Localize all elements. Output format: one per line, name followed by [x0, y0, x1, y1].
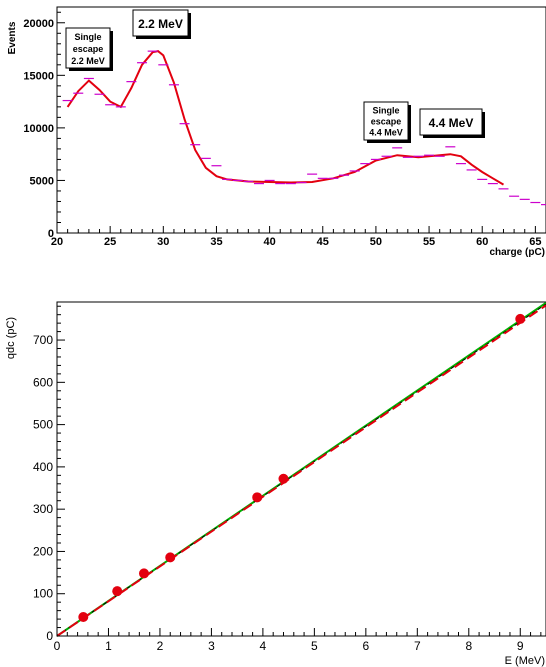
- calibration-ytick-label: 300: [33, 502, 53, 516]
- annotation-text: Single: [74, 32, 101, 42]
- calibration-xtick-label: 2: [157, 639, 164, 653]
- spectrum-xlabel: charge (pC): [489, 247, 545, 258]
- annotation-text: 2.2 MeV: [138, 17, 183, 31]
- annotation-text: escape: [371, 117, 402, 127]
- spectrum-xtick-label: 55: [423, 236, 435, 248]
- spectrum-ytick-label: 20000: [23, 18, 54, 30]
- calibration-xtick-label: 5: [311, 639, 318, 653]
- calibration-ytick-label: 100: [33, 587, 53, 601]
- calibration-chart: 0 1 2 3 4 5 6 7 8 9 0 100 200 300 400 500 600 700 qdc (pC…: [5, 301, 546, 667]
- calibration-point: [252, 492, 263, 503]
- calibration-point: [78, 611, 89, 622]
- spectrum-xtick-label: 35: [210, 236, 222, 248]
- calibration-point: [165, 552, 176, 563]
- calibration-fit-red: [56, 304, 546, 637]
- annotation-box: [363, 101, 409, 141]
- spectrum-ytick-label: 5000: [30, 175, 54, 187]
- calibration-point: [138, 568, 149, 579]
- calibration-xtick-label: 6: [362, 639, 369, 653]
- annotation-text: escape: [73, 44, 104, 54]
- spectrum-ylabel: Events: [7, 21, 18, 54]
- calibration-xtick-label: 3: [208, 639, 215, 653]
- calibration-ylabel: qdc (pC): [5, 317, 17, 359]
- annotation-box: [65, 27, 111, 69]
- calibration-ytick-label: 400: [33, 460, 53, 474]
- spectrum-xtick-label: 20: [51, 236, 63, 248]
- calibration-xtick-label: 0: [54, 639, 61, 653]
- spectrum-xtick-label: 65: [529, 236, 541, 248]
- calibration-point: [278, 473, 289, 484]
- annotation-text: Single: [372, 106, 399, 116]
- calibration-ytick-label: 500: [33, 418, 53, 432]
- annotation-text: 4.4 MeV: [429, 116, 474, 130]
- calibration-xlabel: E (MeV): [505, 655, 545, 667]
- calibration-xtick-label: 8: [465, 639, 472, 653]
- spectrum-xtick-label: 25: [104, 236, 116, 248]
- calibration-ytick-label: 700: [33, 333, 53, 347]
- calibration-xtick-label: 7: [414, 639, 421, 653]
- spectrum-xtick-label: 60: [476, 236, 488, 248]
- spectrum-xtick-label: 30: [157, 236, 169, 248]
- annotation-single-escape-2-2: Single escape 2.2 MeV: [65, 27, 113, 71]
- calibration-point: [515, 313, 526, 324]
- annotation-2-2-mev: 2.2 MeV: [132, 9, 191, 39]
- spectrum-ytick-label: 15000: [23, 70, 54, 82]
- spectrum-xtick-label: 50: [370, 236, 382, 248]
- spectrum-chart: 20 25 30 35 40 45 50 55 60 65 0 5000 10000 15000 20000…: [7, 6, 546, 258]
- annotation-box: [132, 9, 189, 37]
- calibration-ytick-label: 0: [46, 629, 53, 643]
- spectrum-xtick-label: 45: [317, 236, 329, 248]
- calibration-ytick-label: 600: [33, 375, 53, 389]
- calibration-xtick-label: 9: [517, 639, 524, 653]
- calibration-ytick-label: 200: [33, 544, 53, 558]
- annotation-box: [419, 108, 483, 136]
- annotation-text: 2.2 MeV: [71, 56, 105, 66]
- spectrum-ytick-label: 0: [48, 228, 54, 240]
- spectrum-ytick-label: 10000: [23, 123, 54, 135]
- annotation-4-4-mev: 4.4 MeV: [419, 108, 485, 138]
- calibration-point: [112, 586, 123, 597]
- annotation-text: 4.4 MeV: [369, 128, 403, 138]
- calibration-xtick-label: 4: [260, 639, 267, 653]
- calibration-xtick-label: 1: [105, 639, 112, 653]
- spectrum-xtick-label: 40: [263, 236, 275, 248]
